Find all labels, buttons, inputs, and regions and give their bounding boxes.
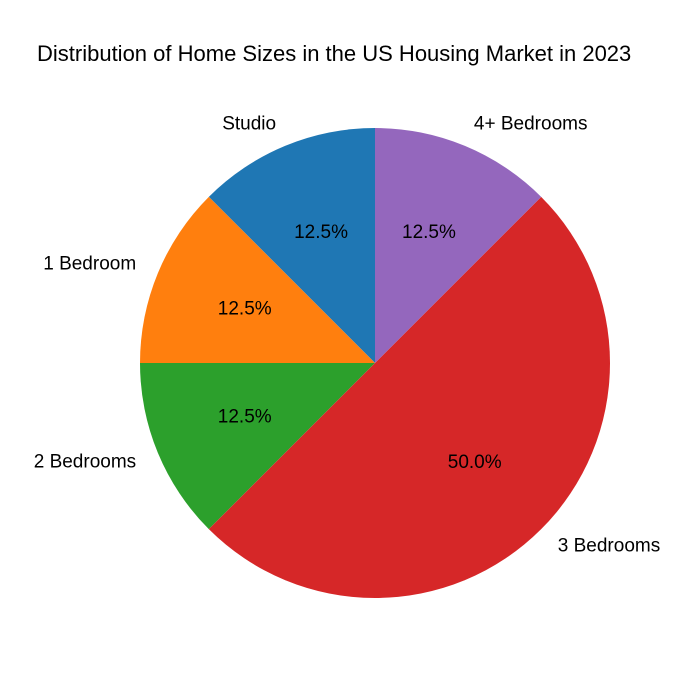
pie-slice-2-bedrooms	[140, 363, 375, 530]
slice-label-3-bedrooms: 3 Bedrooms	[558, 535, 660, 556]
pct-label-studio: 12.5%	[294, 222, 348, 243]
pie-slice-1-bedroom	[140, 196, 375, 363]
pct-label-1-bedroom: 12.5%	[218, 299, 272, 320]
chart-title: Distribution of Home Sizes in the US Hou…	[37, 41, 631, 66]
slice-label-2-bedrooms: 2 Bedrooms	[34, 451, 136, 472]
slice-label-4-bedrooms: 4+ Bedrooms	[474, 114, 588, 135]
pie-slice-studio	[208, 128, 375, 363]
slice-label-studio: Studio	[222, 114, 276, 135]
pct-label-2-bedrooms: 12.5%	[218, 406, 272, 427]
slice-label-1-bedroom: 1 Bedroom	[43, 254, 136, 275]
pie-slice-4-bedrooms	[375, 128, 542, 363]
pie-slices	[140, 128, 610, 599]
pie-labels: Studio 12.5% 1 Bedroom 12.5% 2 Bedrooms 12.5%…	[34, 114, 661, 557]
pct-label-4-bedrooms: 12.5%	[402, 222, 456, 243]
pct-label-3-bedrooms: 50.0%	[448, 452, 502, 473]
pie-slice-3-bedrooms	[208, 196, 610, 599]
